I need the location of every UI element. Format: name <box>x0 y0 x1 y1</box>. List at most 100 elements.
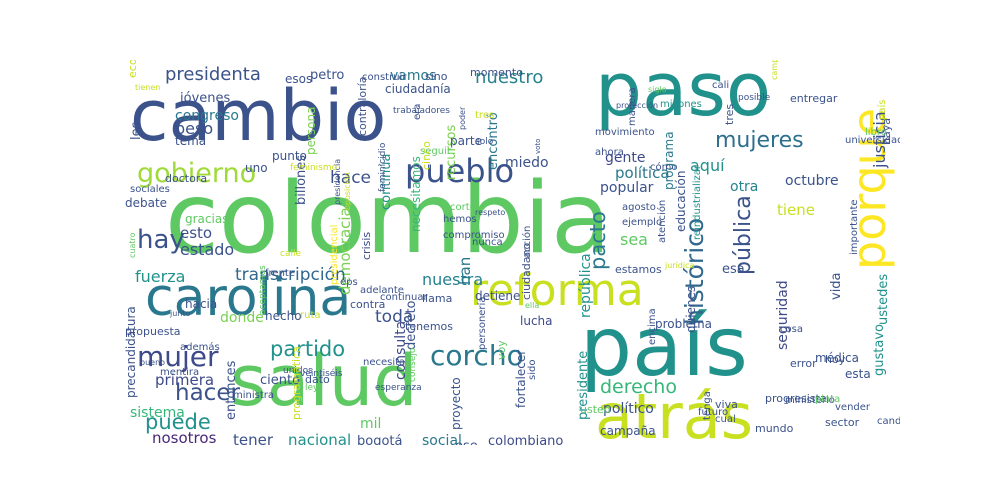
word-147: continuar <box>380 292 428 303</box>
word-102: construir <box>362 72 407 83</box>
word-194: ella <box>525 301 539 310</box>
word-142: sido <box>527 360 538 380</box>
word-193: feminismo <box>290 163 338 173</box>
word-61: gente <box>605 150 645 166</box>
word-169: mentira <box>160 367 199 378</box>
word-98: ciudadanía <box>385 82 451 96</box>
word-175: ley <box>305 383 319 393</box>
word-23: pública <box>731 195 756 275</box>
word-17: histórico <box>680 218 709 325</box>
word-1: colombia <box>165 162 611 276</box>
word-131: importante <box>849 199 860 255</box>
word-138: necesita <box>363 357 405 368</box>
word-10: pueblo <box>405 152 514 190</box>
word-130: reindustrializar <box>692 164 703 240</box>
word-159: ministerio <box>785 395 835 406</box>
word-173: veintiséis <box>300 368 343 379</box>
word-97: jóvenes <box>179 91 230 106</box>
word-172: aceptamos <box>258 265 268 315</box>
word-22: pacto <box>586 211 610 270</box>
word-48: necesitamos <box>409 156 423 232</box>
word-190: jurídica <box>664 261 695 270</box>
word-154: viva <box>715 398 738 411</box>
word-152: dato <box>305 373 330 386</box>
word-84: donde <box>220 310 264 326</box>
word-36: fuerza <box>135 267 185 286</box>
word-81: mil <box>360 416 381 432</box>
word-115: cali <box>712 80 729 91</box>
word-187: respeto <box>475 208 505 217</box>
word-3: cambio <box>130 75 386 157</box>
word-73: esa <box>722 262 745 277</box>
word-43: nuestra <box>422 270 483 289</box>
word-160: sector <box>825 416 860 429</box>
word-105: uno <box>245 161 268 175</box>
word-62: política <box>615 164 670 182</box>
word-123: nunca <box>472 237 503 248</box>
word-149: adelante <box>360 285 404 296</box>
word-27: transcripción <box>235 265 346 285</box>
word-41: hace <box>330 168 371 188</box>
word-93: quienes <box>684 286 698 333</box>
word-181: poder <box>458 106 467 130</box>
word-103: esos <box>285 72 312 86</box>
word-39: gracias <box>185 212 228 226</box>
word-31: bogotá <box>357 434 402 445</box>
word-104: punto <box>272 149 307 163</box>
word-32: social <box>422 433 462 445</box>
word-5: país <box>580 300 748 395</box>
word-46: han <box>456 257 474 285</box>
word-185: siglo <box>648 85 667 94</box>
word-40: debate <box>125 196 167 210</box>
word-108: seguir <box>420 146 452 157</box>
word-4: salud <box>230 340 418 422</box>
word-120: libro <box>865 127 887 138</box>
word-114: millones <box>660 99 702 110</box>
word-13: corcho <box>430 339 524 372</box>
word-52: tema <box>175 134 206 148</box>
word-171: cuatro <box>128 232 137 258</box>
word-118: haya <box>880 118 893 145</box>
word-79: político <box>603 401 654 417</box>
word-143: voy <box>495 340 508 360</box>
word-64: aquí <box>690 156 725 175</box>
word-cloud: colombia paso cambio salud país atrás carolina… <box>125 60 900 445</box>
word-119: universidad <box>845 135 900 146</box>
word-107: sociales <box>130 184 170 195</box>
word-164: error <box>790 357 817 370</box>
word-89: lucha <box>520 314 553 328</box>
word-30: nacional <box>288 431 351 445</box>
word-28: primera <box>155 371 214 389</box>
word-90: tenemos <box>405 320 453 333</box>
word-70: tiene <box>777 201 815 219</box>
word-116: entregar <box>790 92 838 105</box>
word-57: recursos <box>444 124 459 180</box>
word-34: nosotros <box>152 429 217 445</box>
word-122: hemos <box>443 214 477 225</box>
word-65: octubre <box>785 173 839 189</box>
word-158: progresista <box>765 392 827 405</box>
word-132: propuesta <box>125 325 181 338</box>
word-71: ustedes <box>876 274 891 325</box>
word-6: atrás <box>595 380 753 445</box>
word-59: encontró <box>486 112 501 170</box>
word-14: mujeres <box>715 128 804 153</box>
word-29: tener <box>233 431 274 445</box>
word-191: tienen <box>135 83 160 92</box>
word-170: bueno <box>140 358 165 367</box>
word-183: voto <box>534 139 542 154</box>
word-141: fortalecer <box>514 350 528 408</box>
word-182: solo <box>475 137 494 147</box>
word-42: toda <box>375 307 413 327</box>
word-139: esperanza <box>375 383 422 393</box>
word-50: congreso <box>175 108 239 124</box>
word-178: feminicidio <box>378 142 388 192</box>
word-56: vamos <box>390 68 436 84</box>
word-54: persona <box>304 107 318 156</box>
word-60: programa <box>662 131 676 190</box>
word-186: campesino <box>770 60 779 80</box>
word-45: decreto <box>404 300 419 350</box>
word-76: hoy <box>825 353 846 366</box>
word-37: estado <box>180 240 234 259</box>
word-192: programática <box>290 346 303 420</box>
